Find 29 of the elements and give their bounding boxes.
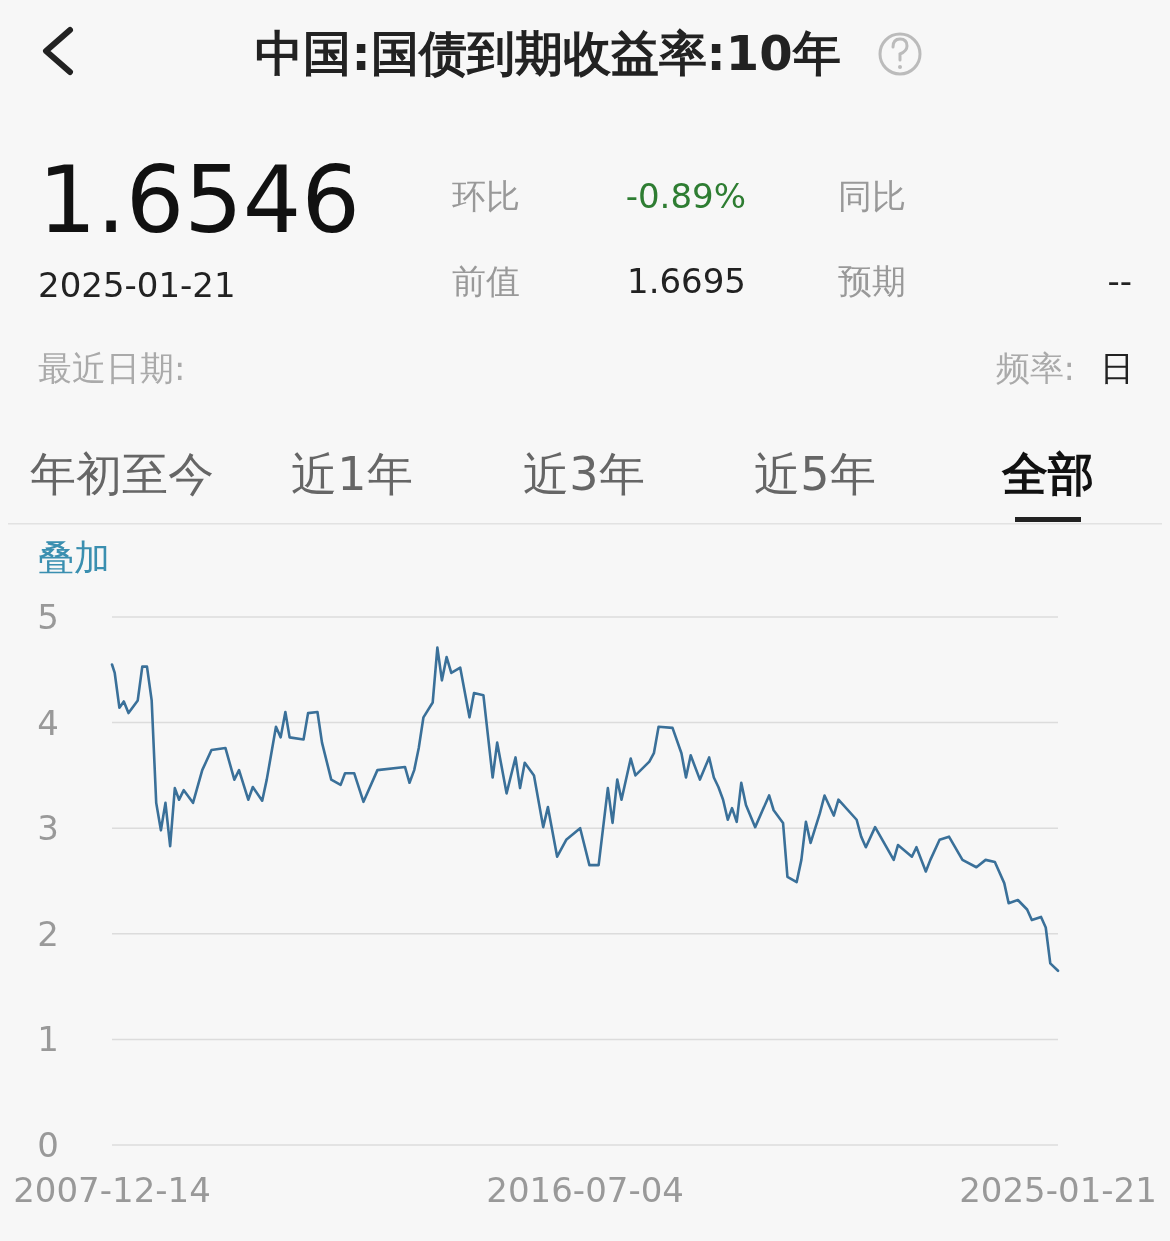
y-tick-label: 5 bbox=[37, 597, 59, 637]
y-tick-label: 3 bbox=[37, 808, 59, 849]
x-tick-label: 2025-01-21 bbox=[959, 1170, 1157, 1210]
y-tick-label: 4 bbox=[37, 702, 59, 743]
text: 近1年 bbox=[291, 447, 413, 501]
text: -- bbox=[1107, 261, 1132, 301]
chart-title: 中国:国债到期收益率:10年 bbox=[255, 25, 841, 81]
text: -0.89% bbox=[625, 176, 746, 216]
text: 同比 bbox=[838, 176, 906, 216]
x-tick-label: 2016-07-04 bbox=[486, 1170, 684, 1210]
text: 全部 bbox=[1001, 447, 1094, 501]
text: 年初至今 bbox=[30, 447, 214, 501]
text: 日 bbox=[1100, 348, 1134, 388]
text: 前值 bbox=[452, 261, 520, 301]
text: 2025-01-21 bbox=[38, 265, 236, 305]
x-tick-label: 2007-12-14 bbox=[13, 1170, 211, 1210]
text: 预期 bbox=[838, 261, 906, 301]
text: 近3年 bbox=[523, 447, 645, 501]
text: 1.6695 bbox=[627, 261, 746, 301]
text: 环比 bbox=[452, 176, 520, 216]
text: 1.6546 bbox=[38, 147, 360, 254]
text: 近5年 bbox=[754, 447, 876, 501]
y-tick-label: 0 bbox=[37, 1125, 59, 1165]
line-series bbox=[110, 646, 1060, 973]
y-tick-label: 2 bbox=[37, 913, 59, 954]
text: 频率: bbox=[995, 348, 1075, 388]
text: 叠加 bbox=[38, 537, 110, 578]
text: 最近日期: bbox=[38, 348, 186, 388]
y-tick-label: 1 bbox=[37, 1019, 59, 1060]
